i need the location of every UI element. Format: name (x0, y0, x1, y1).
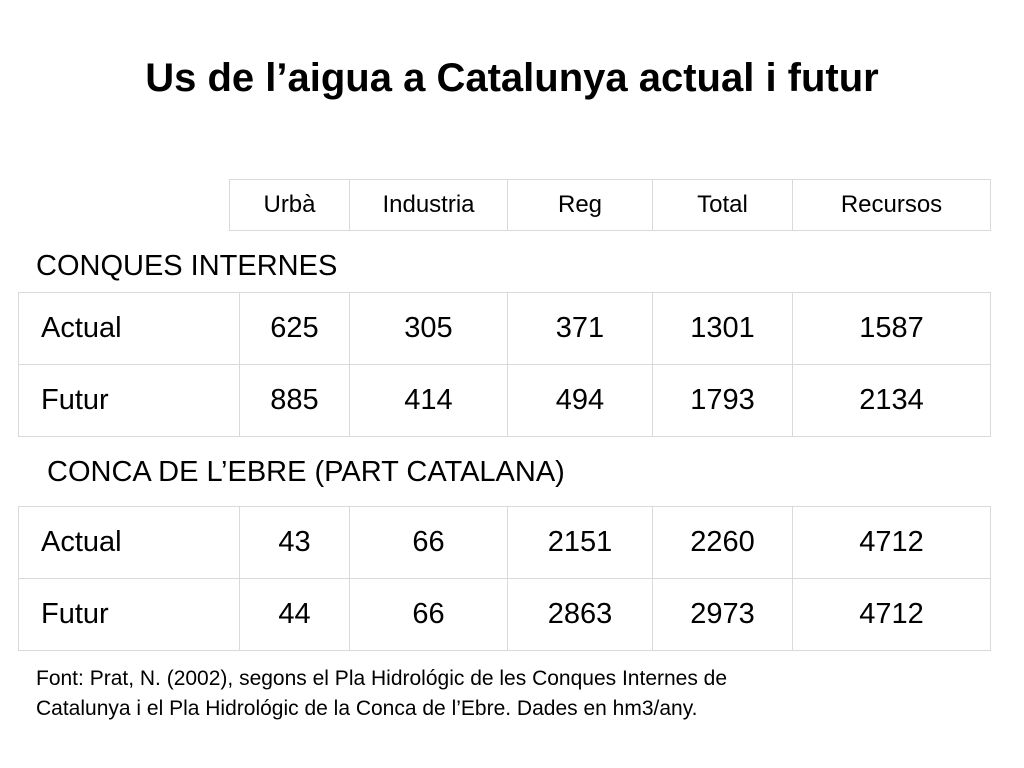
table-row: Futur 44 66 2863 2973 4712 (18, 578, 991, 651)
table-cell: 885 (239, 364, 350, 437)
table-cell: 2260 (652, 506, 793, 579)
row-label: Actual (18, 292, 240, 365)
table-cell: 44 (239, 578, 350, 651)
table-cell: 2863 (507, 578, 653, 651)
table-cell: 2151 (507, 506, 653, 579)
table-cell: 371 (507, 292, 653, 365)
column-header-table: Urbà Industria Reg Total Recursos (229, 179, 991, 231)
table-cell: 4712 (792, 578, 991, 651)
column-header-recursos: Recursos (792, 179, 991, 231)
table-cell: 43 (239, 506, 350, 579)
page-title: Us de l’aigua a Catalunya actual i futur (145, 56, 879, 100)
source-note: Font: Prat, N. (2002), segons el Pla Hid… (36, 664, 996, 724)
table-cell: 494 (507, 364, 653, 437)
table-cell: 4712 (792, 506, 991, 579)
section-heading-conca-ebre: CONCA DE L’EBRE (PART CATALANA) (47, 456, 565, 488)
table-cell: 66 (349, 506, 508, 579)
table-cell: 1301 (652, 292, 793, 365)
column-header-total: Total (652, 179, 793, 231)
table-cell: 625 (239, 292, 350, 365)
row-label: Futur (18, 364, 240, 437)
column-header-industria: Industria (349, 179, 508, 231)
table-cell: 66 (349, 578, 508, 651)
source-note-line: Catalunya i el Pla Hidrológic de la Conc… (36, 697, 698, 720)
table-cell: 1793 (652, 364, 793, 437)
column-header-urba: Urbà (229, 179, 350, 231)
table-cell: 414 (349, 364, 508, 437)
table-row: Actual 625 305 371 1301 1587 (18, 292, 991, 365)
table-cell: 2134 (792, 364, 991, 437)
row-label: Actual (18, 506, 240, 579)
table-cell: 2973 (652, 578, 793, 651)
source-note-line: Font: Prat, N. (2002), segons el Pla Hid… (36, 667, 728, 690)
column-header-reg: Reg (507, 179, 653, 231)
table-cell: 305 (349, 292, 508, 365)
conca-ebre-table: Actual 43 66 2151 2260 4712 Futur 44 66 … (18, 506, 991, 651)
table-row: Actual 43 66 2151 2260 4712 (18, 506, 991, 579)
section-heading-conques-internes: CONQUES INTERNES (36, 250, 338, 282)
row-label: Futur (18, 578, 240, 651)
table-row: Futur 885 414 494 1793 2134 (18, 364, 991, 437)
conques-internes-table: Actual 625 305 371 1301 1587 Futur 885 4… (18, 292, 991, 437)
column-header-row: Urbà Industria Reg Total Recursos (229, 179, 991, 231)
table-cell: 1587 (792, 292, 991, 365)
